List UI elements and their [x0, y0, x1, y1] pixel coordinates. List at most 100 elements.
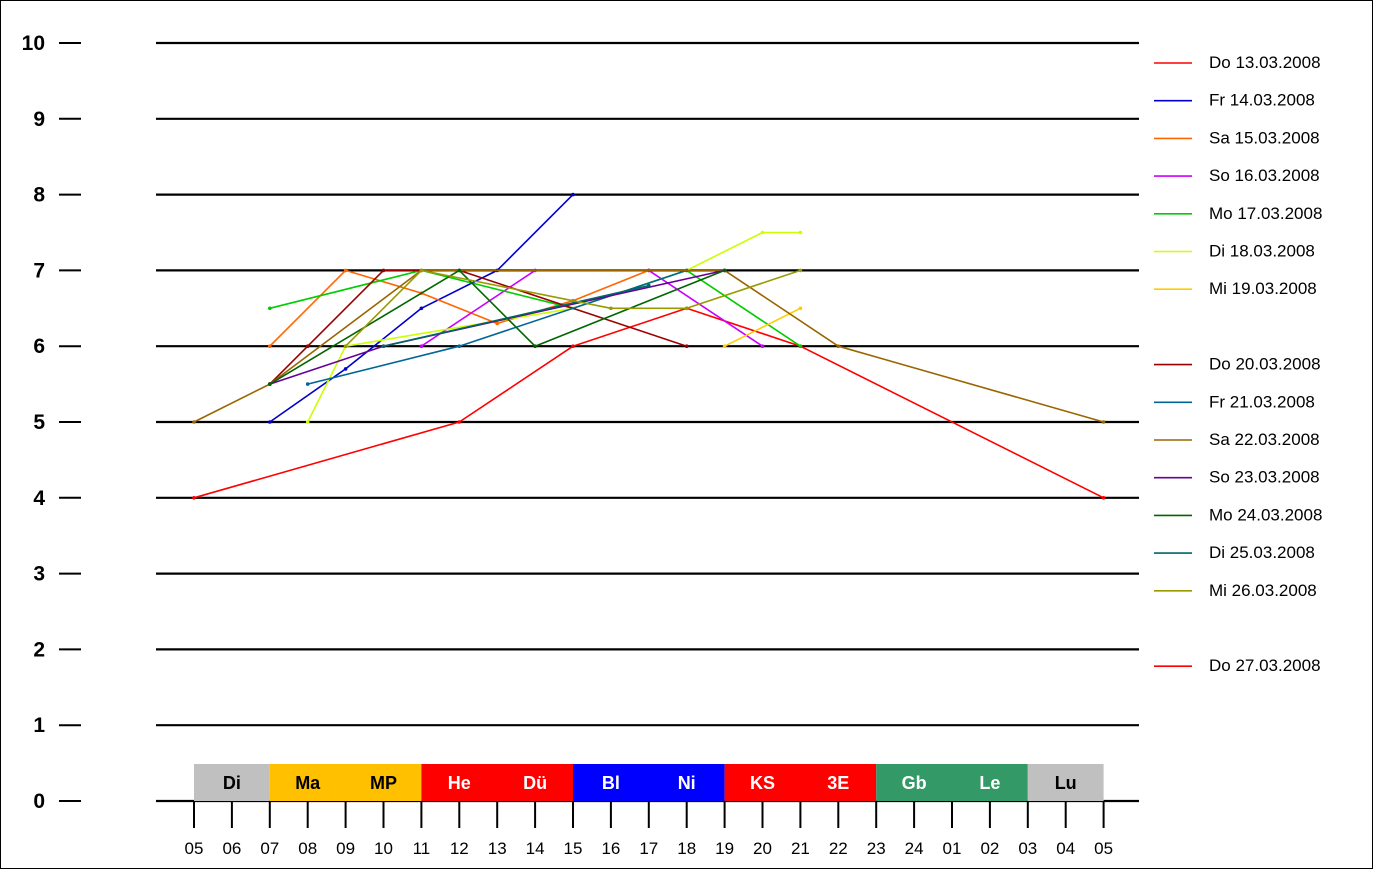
band-label-3E: 3E [827, 773, 849, 793]
x-tick-label-5: 10 [374, 839, 393, 858]
series-9-point-0 [192, 420, 196, 424]
series-13-point-1 [419, 268, 424, 273]
legend-label-13: Mi 26.03.2008 [1209, 581, 1317, 600]
series-line-12 [383, 284, 649, 347]
band-label-Ma: Ma [295, 773, 321, 793]
series-7-point-4 [684, 344, 689, 349]
series-2-point-3 [495, 321, 500, 326]
legend-label-1: Fr 14.03.2008 [1209, 91, 1315, 110]
x-tick-label-21: 02 [980, 839, 999, 858]
band-label-Bl: Bl [602, 773, 620, 793]
band-label-MP: MP [370, 773, 397, 793]
y-tick-label-4: 4 [33, 487, 45, 510]
band-1 [269, 764, 422, 801]
y-tick-label-6: 6 [33, 335, 45, 358]
series-line-4 [269, 269, 801, 347]
y-tick-label-2: 2 [33, 638, 45, 661]
series-13-point-0 [343, 344, 348, 349]
y-tick-label-3: 3 [33, 563, 45, 586]
series-5-point-4 [760, 230, 765, 235]
series-1-point-1 [343, 367, 348, 371]
y-tick-label-7: 7 [33, 259, 45, 282]
legend-label-3: So 16.03.2008 [1209, 166, 1320, 185]
legend-label-5: Di 18.03.2008 [1209, 242, 1315, 261]
series-line-0 [193, 307, 1104, 499]
legend-label-11: Mo 24.03.2008 [1209, 505, 1322, 524]
series-line-10 [269, 269, 725, 385]
x-tick-label-1: 06 [222, 839, 241, 858]
x-tick-label-14: 19 [715, 839, 734, 858]
band-6 [1027, 764, 1104, 801]
x-tick-label-4: 09 [336, 839, 355, 858]
series-8-point-0 [305, 382, 310, 386]
x-tick-label-15: 20 [753, 839, 772, 858]
series-7-point-2 [381, 268, 386, 273]
legend-label-2: Sa 15.03.2008 [1209, 128, 1320, 147]
series-3-point-0 [419, 344, 424, 349]
series-5-point-5 [798, 230, 803, 235]
legend-label-9: Sa 22.03.2008 [1209, 430, 1320, 449]
x-tick-label-18: 23 [867, 839, 886, 858]
meridian-bands: Di Ma MP He Dü Bl Ni KS 3E Gb Le Lu [194, 764, 1104, 801]
y-tick-label-9: 9 [33, 108, 45, 131]
series-2-point-1 [343, 268, 348, 273]
series-9-point-5 [1101, 420, 1106, 424]
series-11-point-0 [268, 382, 272, 386]
band-label-Dü: Dü [523, 773, 547, 793]
x-tick-label-11: 16 [601, 839, 620, 858]
x-tick-label-19: 24 [905, 839, 924, 858]
x-tick-label-24: 05 [1094, 839, 1113, 858]
x-tick-label-6: 11 [413, 839, 431, 858]
series-line-11 [269, 269, 725, 385]
series-line-6 [724, 307, 801, 347]
x-tick-label-0: 05 [185, 839, 204, 858]
series-line-2 [269, 269, 650, 347]
band-4 [724, 764, 877, 801]
band-label-He: He [448, 773, 471, 793]
series-13-point-2 [609, 306, 613, 311]
y-tick-label-8: 8 [33, 184, 45, 207]
series-3-point-3 [760, 344, 765, 349]
band-0 [194, 764, 270, 801]
series-0-point-2 [571, 344, 575, 349]
x-tick-label-12: 17 [639, 839, 658, 858]
series-9-point-4 [836, 344, 841, 349]
series-1-point-2 [419, 306, 424, 311]
legend-label-14: Do 27.03.2008 [1209, 656, 1321, 675]
y-tick-label-0: 0 [33, 790, 45, 813]
x-tick-label-22: 03 [1018, 839, 1037, 858]
legend: Do 13.03.2008 Fr 14.03.2008 Sa 15.03.2008 S… [1154, 53, 1322, 675]
x-tick-label-7: 12 [450, 839, 469, 858]
band-label-KS: KS [750, 773, 775, 793]
legend-label-0: Do 13.03.2008 [1209, 53, 1321, 72]
series-0-point-5 [1101, 496, 1106, 500]
x-axis: 05 06 07 08 09 10 11 12 13 14 15 16 17 18 19 20 21 22 23 24… [156, 799, 1139, 858]
x-tick-label-17: 22 [829, 839, 848, 858]
series-6-point-1 [798, 306, 803, 311]
series-2-point-0 [268, 344, 272, 349]
legend-label-6: Mi 19.03.2008 [1209, 279, 1317, 298]
series-line-3 [420, 269, 763, 347]
legend-label-7: Do 20.03.2008 [1209, 355, 1321, 374]
series-0-point-1 [457, 420, 462, 424]
series-4-point-4 [798, 344, 803, 349]
series-line-9 [193, 269, 1104, 423]
y-tick-label-5: 5 [33, 411, 45, 434]
x-tick-label-8: 13 [488, 839, 507, 858]
series-line-7 [269, 269, 687, 385]
series-8-point-1 [457, 344, 462, 349]
x-tick-label-2: 07 [260, 839, 279, 858]
grid-lines [156, 41, 1139, 727]
y-tick-label-1: 1 [33, 714, 45, 737]
band-3 [573, 764, 725, 801]
band-label-Le: Le [979, 773, 1000, 793]
series-11-point-2 [533, 344, 537, 349]
series-13-point-3 [684, 306, 689, 311]
band-5 [876, 764, 1028, 801]
band-label-Lu: Lu [1055, 773, 1077, 793]
x-tick-label-3: 08 [298, 839, 317, 858]
x-tick-label-9: 14 [526, 839, 545, 858]
band-2 [421, 764, 573, 801]
y-tick-label-10: 10 [22, 32, 45, 55]
